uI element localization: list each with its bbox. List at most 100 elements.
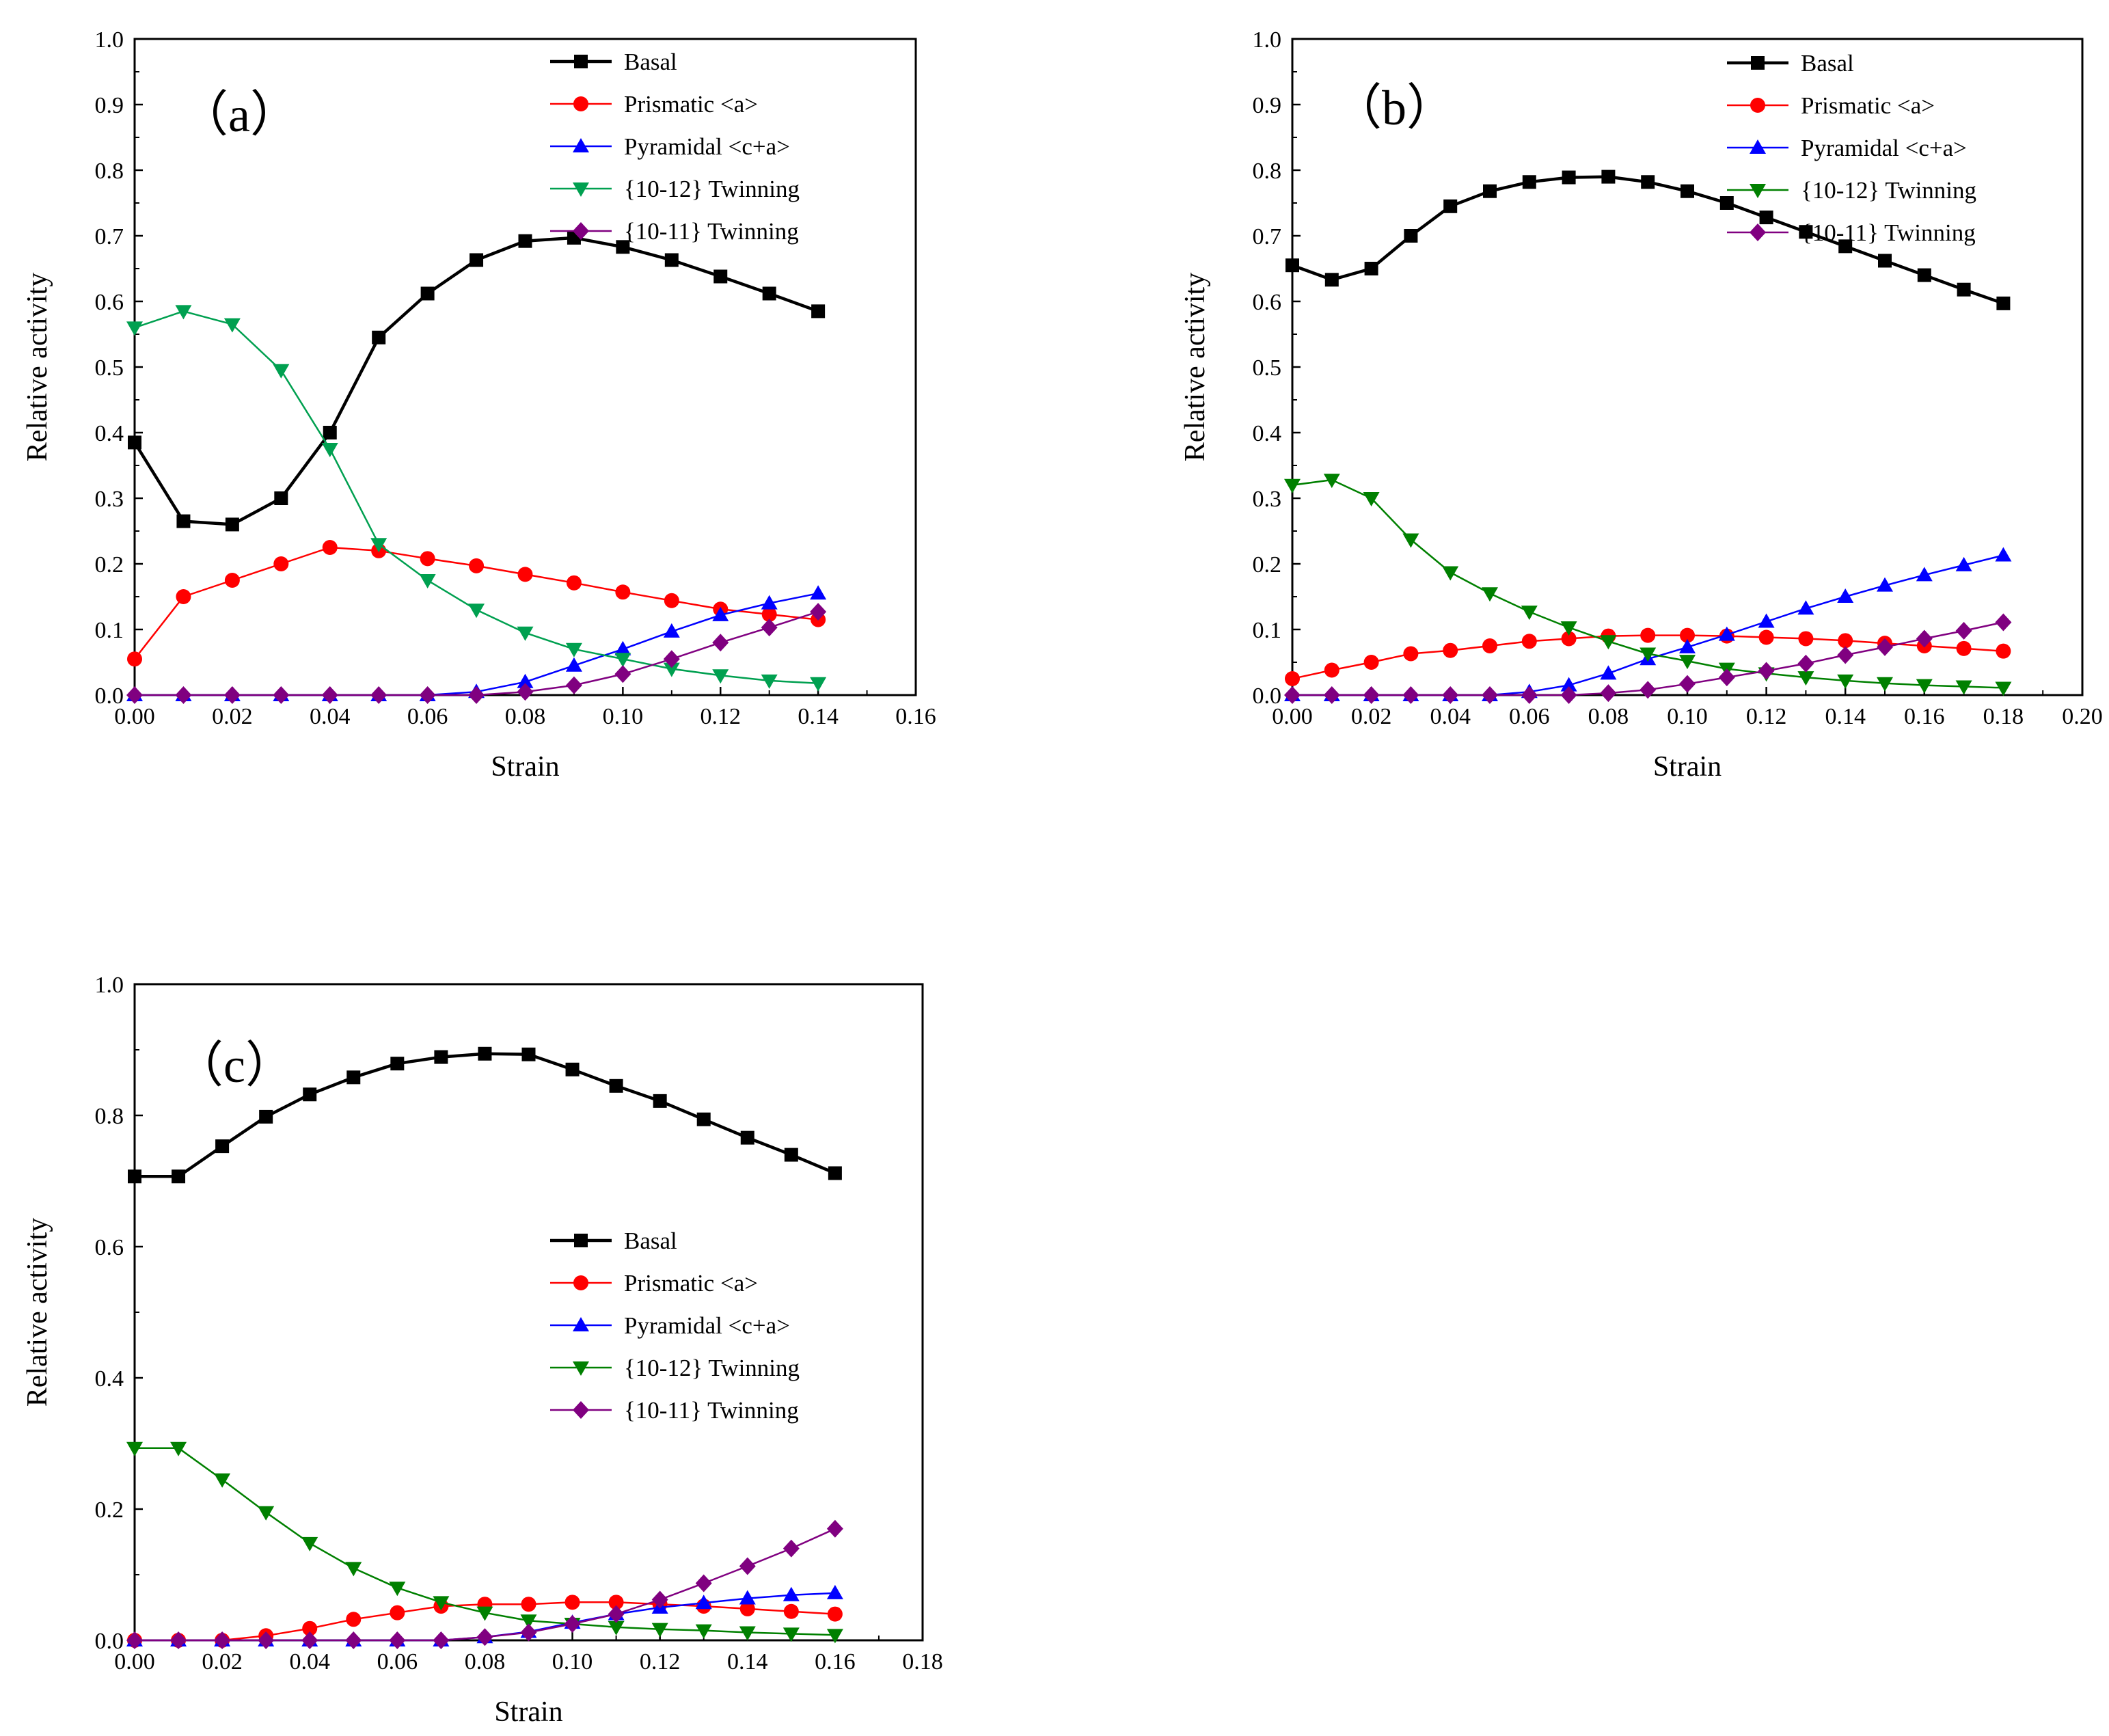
x-tick-label: 0.02	[212, 704, 253, 729]
data-point-10-12-twinning	[1916, 679, 1933, 694]
data-point-pyramidal-c-a	[1837, 588, 1854, 603]
series-basal	[128, 230, 826, 532]
data-point-10-11-twinning	[1797, 654, 1814, 673]
data-point-10-12-twinning	[608, 1620, 625, 1636]
y-tick-label: 0.3	[1253, 487, 1282, 512]
data-point-10-11-twinning	[1718, 668, 1735, 687]
data-point-basal	[784, 1148, 798, 1162]
x-tick-label: 0.14	[798, 704, 839, 729]
data-point-basal	[1799, 225, 1813, 239]
series-10-12-twinning	[1284, 474, 2012, 696]
data-point-10-11-twinning	[126, 686, 143, 704]
legend-marker-basal	[574, 55, 588, 68]
data-point-10-11-twinning	[1284, 686, 1301, 704]
data-point-prismatic-a	[1521, 634, 1537, 649]
legend: Basal Prismatic <a> Pyramidal <c+a> {10-12}…	[1727, 50, 1976, 246]
data-point-10-11-twinning	[1560, 686, 1577, 704]
data-point-basal	[1878, 254, 1892, 268]
data-point-10-11-twinning	[476, 1628, 493, 1646]
data-point-pyramidal-c-a	[663, 623, 680, 638]
data-point-10-12-twinning	[301, 1536, 318, 1551]
x-tick-label: 0.16	[895, 704, 936, 729]
series-10-11-twinning	[1284, 613, 2012, 704]
data-point-10-11-twinning	[663, 650, 680, 668]
data-point-basal	[215, 1139, 230, 1154]
y-tick-label: 0.4	[95, 421, 124, 446]
data-point-prismatic-a	[1758, 629, 1774, 645]
data-point-10-11-twinning	[1521, 686, 1538, 704]
data-point-basal	[1601, 169, 1616, 184]
data-point-basal	[346, 1070, 361, 1085]
data-point-10-12-twinning	[126, 321, 143, 336]
data-point-basal	[1759, 211, 1773, 225]
data-point-basal	[1443, 199, 1458, 213]
data-point-10-11-twinning	[783, 1539, 800, 1558]
data-point-10-11-twinning	[739, 1557, 756, 1575]
data-point-10-12-twinning	[565, 642, 582, 657]
data-point-basal	[616, 240, 630, 254]
data-point-10-12-twinning	[739, 1626, 756, 1641]
data-point-10-12-twinning	[1284, 478, 1301, 493]
data-point-10-11-twinning	[1639, 681, 1657, 699]
data-point-basal	[390, 1057, 405, 1071]
data-point-prismatic-a	[176, 589, 191, 604]
data-point-basal	[1641, 175, 1655, 189]
data-point-basal	[521, 1047, 536, 1061]
x-tick-label: 0.18	[1983, 704, 2024, 729]
data-point-pyramidal-c-a	[810, 585, 827, 600]
legend-marker-10-12-twinning	[1750, 184, 1766, 198]
x-tick-label: 0.14	[727, 1649, 768, 1674]
data-point-basal	[1719, 196, 1734, 210]
data-point-prismatic-a	[827, 1606, 843, 1622]
x-tick-label: 0.12	[1746, 704, 1787, 729]
data-point-prismatic-a	[302, 1620, 318, 1636]
data-point-prismatic-a	[739, 1601, 755, 1616]
data-point-prismatic-a	[1363, 655, 1379, 670]
x-tick-label: 0.08	[505, 704, 546, 729]
data-point-10-12-twinning	[810, 677, 827, 692]
panel-label-c: （c）	[174, 1038, 295, 1093]
x-tick-label: 0.06	[1509, 704, 1550, 729]
legend: Basal Prismatic <a> Pyramidal <c+a> {10-12}…	[550, 1228, 800, 1424]
series-line-pyramidal-c-a	[1292, 554, 2004, 696]
data-point-10-12-twinning	[223, 318, 241, 333]
data-point-basal	[828, 1166, 842, 1180]
data-point-10-12-twinning	[520, 1614, 537, 1629]
data-point-pyramidal-c-a	[1560, 677, 1577, 692]
legend-label-10-11-twinning: {10-11} Twinning	[624, 1397, 799, 1424]
y-tick-label: 1.0	[1253, 27, 1282, 53]
y-axis-title: Relative activity	[22, 273, 53, 461]
data-point-prismatic-a	[224, 573, 240, 588]
data-point-10-12-twinning	[1877, 677, 1893, 692]
data-point-prismatic-a	[1324, 662, 1339, 678]
data-point-pyramidal-c-a	[1877, 577, 1893, 592]
data-point-prismatic-a	[127, 651, 142, 667]
legend-label-10-12-twinning: {10-12} Twinning	[624, 1355, 800, 1381]
data-point-basal	[303, 1087, 317, 1102]
legend: Basal Prismatic <a> Pyramidal <c+a> {10-12}…	[550, 49, 800, 245]
data-point-prismatic-a	[1956, 640, 1972, 656]
data-point-basal	[1324, 273, 1339, 287]
data-point-10-11-twinning	[1323, 686, 1340, 704]
legend-marker-basal	[1751, 56, 1765, 70]
data-point-basal	[1522, 175, 1536, 189]
data-point-10-11-twinning	[170, 1631, 187, 1649]
data-point-10-11-twinning	[564, 1615, 581, 1633]
data-point-10-11-twinning	[1600, 684, 1617, 703]
data-point-prismatic-a	[664, 593, 679, 608]
data-point-10-12-twinning	[389, 1582, 406, 1597]
data-point-10-12-twinning	[1679, 655, 1696, 670]
data-point-basal	[1917, 268, 1931, 282]
data-point-pyramidal-c-a	[565, 657, 582, 672]
legend-marker-prismatic-a	[1750, 98, 1765, 113]
data-point-basal	[478, 1046, 492, 1061]
y-tick-label: 0.8	[1253, 159, 1282, 184]
data-point-10-11-twinning	[258, 1631, 275, 1649]
legend-marker-basal	[574, 1234, 588, 1247]
data-point-basal	[470, 253, 484, 267]
x-axis-title: Strain	[1653, 751, 1722, 783]
data-point-10-11-twinning	[345, 1631, 362, 1649]
data-point-10-12-twinning	[1402, 533, 1419, 548]
x-tick-label: 0.02	[1351, 704, 1392, 729]
